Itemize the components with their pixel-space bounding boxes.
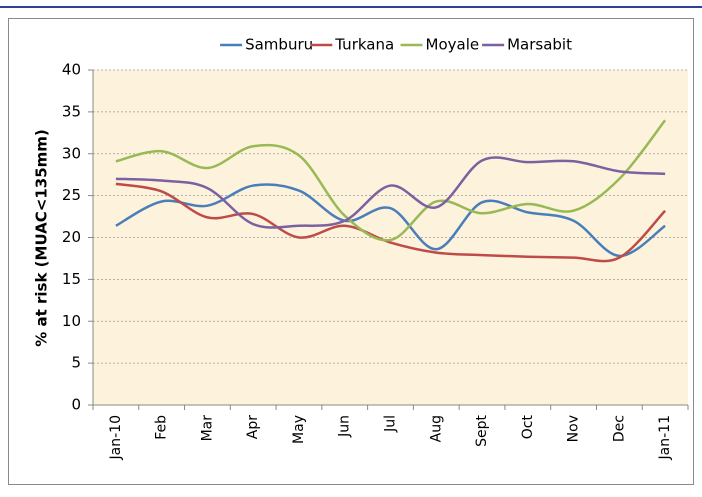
y-axis-label: % at risk (MUAC<135mm) (33, 129, 51, 347)
y-tick-label: 35 (62, 102, 81, 120)
x-tick-label: May (291, 415, 307, 444)
x-tick-label: Aug (428, 415, 444, 442)
y-tick-label: 0 (71, 396, 81, 414)
x-tick-label: Oct (520, 415, 536, 440)
x-tick-label: Jun (337, 415, 353, 438)
x-tick-label: Sept (474, 415, 490, 447)
x-tick-label: Jan-10 (108, 415, 124, 460)
legend-label: Moyale (426, 36, 480, 54)
x-tick-label: Jul (383, 415, 399, 433)
y-tick-label: 5 (71, 354, 81, 372)
line-series (115, 156, 666, 229)
y-tick-label: 10 (62, 312, 81, 330)
x-tick-label: Apr (245, 415, 261, 439)
y-tick-label: 20 (62, 228, 81, 246)
line-series (115, 182, 667, 263)
line-series (115, 183, 666, 258)
legend-label: Turkana (334, 36, 394, 54)
line-series (115, 119, 667, 242)
x-tick-label: Feb (154, 415, 170, 440)
x-tick-label: Jan-11 (657, 415, 673, 460)
x-tick-label: Dec (611, 415, 627, 442)
x-tick-label: Mar (199, 415, 215, 442)
y-tick-label: 25 (62, 186, 81, 204)
y-tick-label: 15 (62, 270, 81, 288)
legend-label: Marsabit (507, 36, 572, 54)
y-tick-label: 30 (62, 144, 81, 162)
x-tick-label: Nov (566, 415, 582, 442)
legend: Samburu Turkana Moyale Marsabit (220, 36, 572, 54)
y-tick-label: 40 (62, 61, 81, 79)
legend-label: Samburu (245, 36, 313, 54)
